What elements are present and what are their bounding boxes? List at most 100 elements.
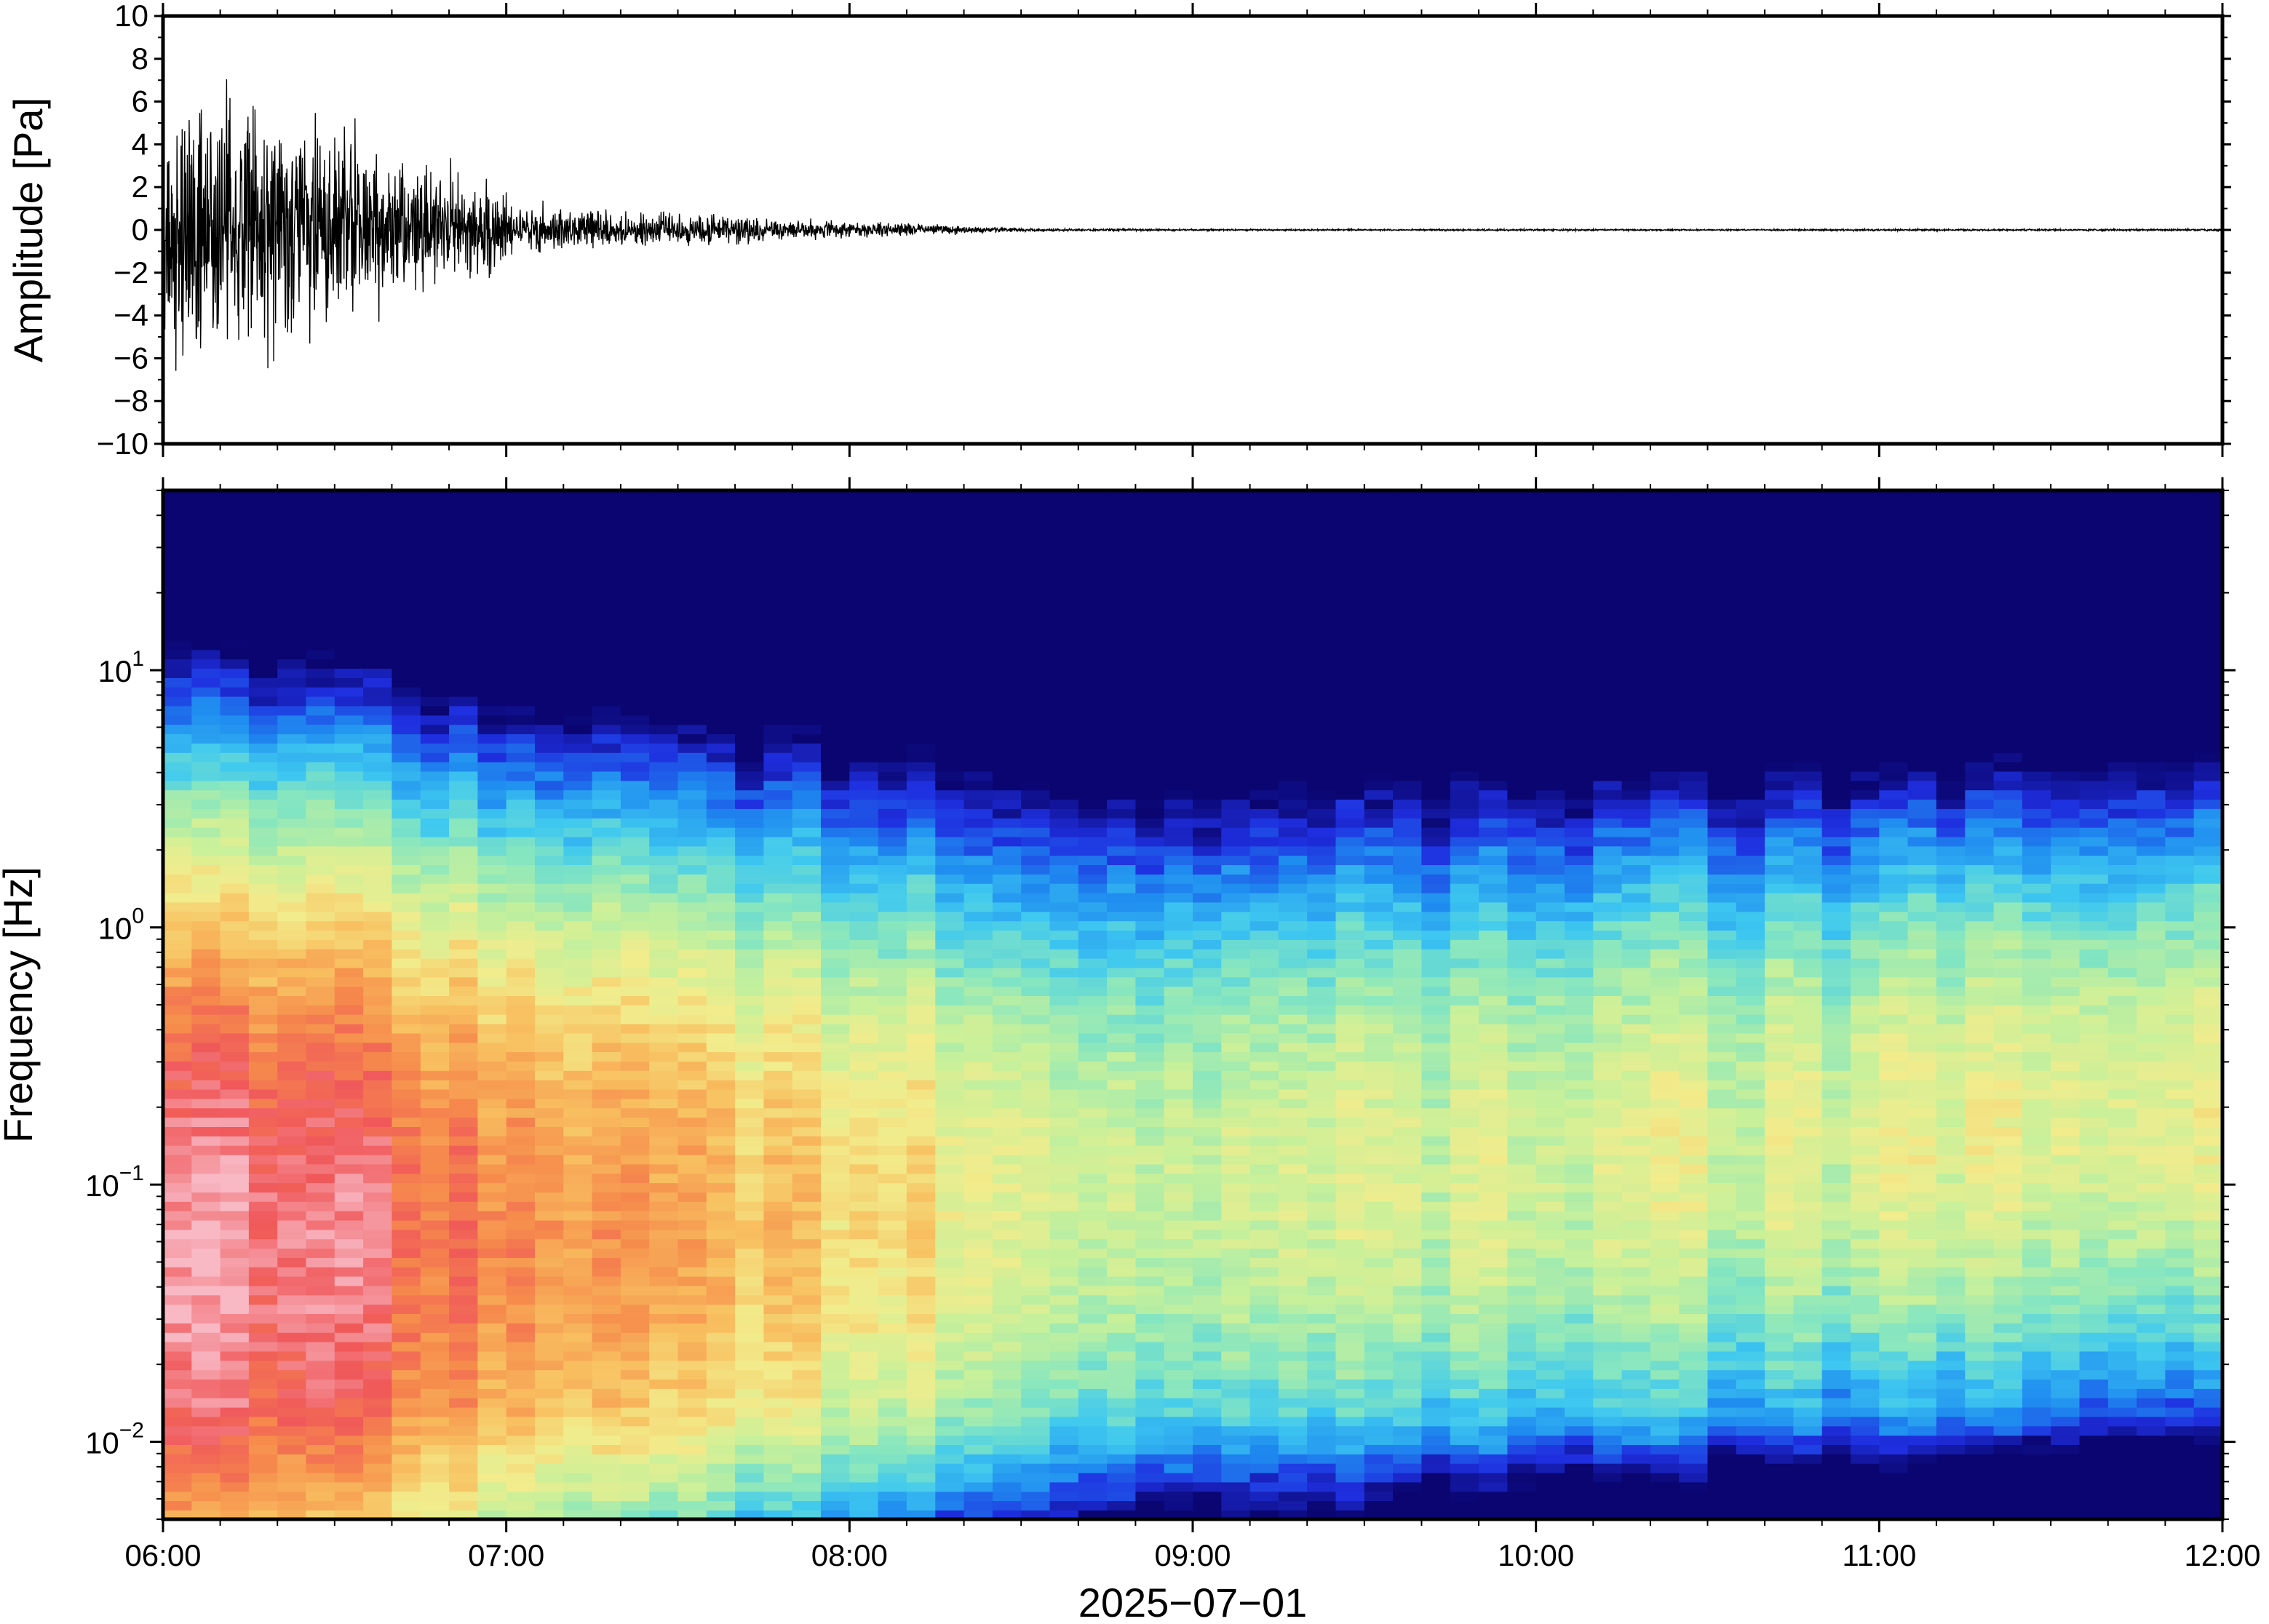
spectrogram-cell <box>191 1323 221 1333</box>
spectrogram-cell <box>763 911 793 922</box>
spectrogram-cell <box>1164 780 1193 791</box>
spectrogram-cell <box>878 1248 907 1258</box>
spectrogram-cell <box>735 1107 765 1118</box>
spectrogram-cell <box>334 1192 364 1202</box>
spectrogram-cell <box>1307 1266 1337 1277</box>
spectrogram-cell <box>163 621 193 632</box>
spectrogram-cell <box>248 1454 278 1464</box>
spectrogram-cell <box>1049 1107 1079 1118</box>
spectrogram-cell <box>1135 892 1165 903</box>
spectrogram-cell <box>706 1350 736 1361</box>
spectrogram-cell <box>363 537 393 547</box>
spectrogram-cell <box>821 864 851 875</box>
spectrogram-cell <box>1221 612 1251 622</box>
spectrogram-cell <box>506 1032 536 1043</box>
spectrogram-cell <box>992 1350 1022 1361</box>
spectrogram-cell <box>277 565 307 576</box>
spectrogram-cell <box>392 808 421 819</box>
spectrogram-cell <box>792 1107 822 1118</box>
spectrogram-cell <box>792 724 822 735</box>
spectrogram-cell <box>449 1481 479 1492</box>
spectrogram-cell <box>620 1248 650 1258</box>
spectrogram-cell <box>506 752 536 763</box>
spectrogram-cell <box>1278 630 1308 641</box>
spectrogram-cell <box>1107 827 1137 837</box>
spectrogram-cell <box>506 836 536 847</box>
spectrogram-cell <box>1049 874 1079 884</box>
spectrogram-cell <box>449 817 479 828</box>
spectrogram-cell <box>992 1238 1022 1249</box>
spectrogram-cell <box>163 1248 193 1258</box>
spectrogram-cell <box>1021 1454 1051 1464</box>
spectrogram-cell <box>821 799 851 809</box>
spectrogram-cell <box>1335 1462 1365 1473</box>
spectrogram-cell <box>392 1061 421 1071</box>
spectrogram-cell <box>620 696 650 706</box>
spectrogram-cell <box>821 901 851 912</box>
spectrogram-cell <box>763 845 793 856</box>
spectrogram-cell <box>1393 1454 1423 1464</box>
spectrogram-cell <box>191 1379 221 1389</box>
spectrogram-cell <box>506 537 536 547</box>
spectrogram-cell <box>1164 1360 1193 1371</box>
spectrogram-cell <box>449 1032 479 1043</box>
spectrogram-cell <box>506 911 536 922</box>
spectrogram-cell <box>620 1257 650 1267</box>
spectrogram-cell <box>392 1126 421 1137</box>
spectrogram-cell <box>535 1266 565 1277</box>
spectrogram-cell <box>1221 1257 1251 1267</box>
spectrogram-cell <box>477 490 507 501</box>
spectrogram-cell <box>191 855 221 865</box>
spectrogram-cell <box>592 827 621 837</box>
spectrogram-cell <box>392 705 421 716</box>
spectrogram-cell <box>477 836 507 847</box>
spectrogram-cell <box>906 911 936 922</box>
spectrogram-cell <box>506 584 536 594</box>
spectrogram-cell <box>277 1472 307 1483</box>
spectrogram-cell <box>821 1472 851 1483</box>
spectrogram-cell <box>906 1023 936 1034</box>
spectrogram-cell <box>935 1145 965 1155</box>
spectrogram-cell <box>392 799 421 809</box>
spectrogram-cell <box>1278 649 1308 660</box>
spectrogram-cell <box>163 1070 193 1080</box>
spectrogram-cell <box>363 1416 393 1427</box>
spectrogram-cell <box>1221 1005 1251 1015</box>
spectrogram-cell <box>1364 1397 1394 1408</box>
spectrogram-cell <box>992 752 1022 763</box>
spectrogram-cell <box>277 976 307 987</box>
spectrogram-cell <box>1135 499 1165 510</box>
spectrogram-cell <box>878 612 907 622</box>
spectrogram-cell <box>1078 733 1108 744</box>
spectrogram-cell <box>849 1294 879 1305</box>
spectrogram-cell <box>792 658 822 669</box>
spectrogram-cell <box>1135 1257 1165 1267</box>
spectrogram-cell <box>706 874 736 884</box>
spectrogram-cell <box>763 1192 793 1202</box>
spectrogram-cell <box>1021 724 1051 735</box>
spectrogram-cell <box>535 1219 565 1230</box>
spectrogram-cell <box>1107 518 1137 529</box>
spectrogram-cell <box>677 593 707 604</box>
spectrogram-cell <box>706 1341 736 1352</box>
spectrogram-cell <box>649 817 679 828</box>
spectrogram-cell <box>1193 733 1223 744</box>
spectrogram-cell <box>1135 1332 1165 1342</box>
spectrogram-cell <box>992 733 1022 744</box>
spectrogram-cell <box>992 528 1022 538</box>
spectrogram-cell <box>735 1229 765 1240</box>
spectrogram-cell <box>420 565 450 576</box>
spectrogram-cell <box>821 1173 851 1184</box>
spectrogram-cell <box>392 1462 421 1473</box>
spectrogram-cell <box>620 1435 650 1445</box>
spectrogram-cell <box>1249 967 1279 978</box>
spectrogram-cell <box>992 490 1022 501</box>
spectrogram-cell <box>535 780 565 791</box>
spectrogram-cell <box>1221 1061 1251 1071</box>
spectrogram-cell <box>1135 1425 1165 1436</box>
spectrogram-cell <box>677 1472 707 1483</box>
spectrogram-cell <box>849 995 879 1006</box>
spectrogram-cell <box>363 724 393 735</box>
spectrogram-cell <box>449 668 479 678</box>
spectrogram-cell <box>1107 1416 1137 1427</box>
